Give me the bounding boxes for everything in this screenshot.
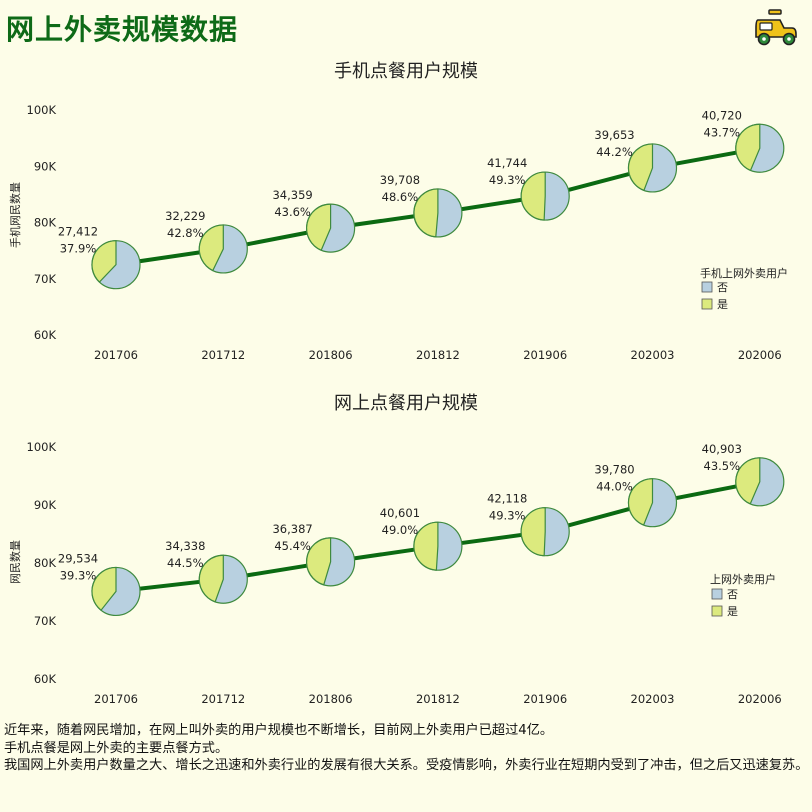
percent-label: 37.9% [60,242,97,256]
x-tick-label: 201806 [309,692,353,706]
note-line: 手机点餐是网上外卖的主要点餐方式。 [4,740,229,756]
value-label: 39,708 [380,173,420,187]
percent-label: 49.0% [382,523,419,537]
percent-label: 43.6% [274,205,311,219]
value-label: 40,903 [702,442,742,456]
note-line: 近年来，随着网民增加，在网上叫外卖的用户规模也不断增长，目前网上外卖用户已超过4… [4,723,554,738]
legend-swatch-no [701,281,713,293]
pie-slice-yes [413,188,439,238]
value-label: 34,359 [272,188,312,202]
percent-label: 39.3% [60,568,97,582]
pie-slice-yes [627,478,654,526]
pie-slice-yes [520,507,546,557]
pie-slice-yes [413,521,439,571]
legend-label-no: 否 [727,588,738,601]
legend-swatch-no [711,588,723,600]
pie-slice-yes [198,554,224,603]
pie-slice-yes [735,457,761,505]
x-tick-label: 202006 [738,692,782,706]
x-tick-label: 201906 [523,348,567,362]
x-ticks: 201706 201712 201806 201812 201906 202003 2020… [94,692,782,706]
x-ticks: 201706 201712 201806 201812 201906 202003 2020… [94,348,782,362]
legend: 手机上网外卖用户 否 是 [700,266,788,311]
y-tick-label: 80K [34,216,57,230]
percent-label: 44.2% [596,145,633,159]
percent-label: 42.8% [167,226,204,240]
x-tick-label: 201812 [416,348,460,362]
x-tick-label: 201706 [94,692,138,706]
value-label: 36,387 [272,522,312,536]
x-tick-label: 201812 [416,692,460,706]
y-ticks: 60K 70K 80K 90K 100K [27,103,57,342]
percent-label: 49.3% [489,509,526,523]
pie-slice-yes [91,566,117,612]
value-label: 42,118 [487,492,527,506]
pie-slice-yes [627,143,654,192]
notes: 近年来，随着网民增加，在网上叫外卖的用户规模也不断增长，目前网上外卖用户已超过4… [4,722,810,775]
pie-slice-yes [91,240,117,283]
value-label: 39,780 [594,463,634,477]
y-axis-label: 网民数量 [9,540,22,584]
y-tick-label: 70K [34,272,57,286]
chart-title: 手机点餐用户规模 [334,61,478,82]
y-tick-label: 100K [27,440,57,454]
x-tick-label: 201712 [201,692,245,706]
percent-label: 49.3% [489,173,526,187]
note-line: 我国网上外卖用户数量之大、增长之迅速和外卖行业的发展有很大关系。受疫情影响，外卖… [4,758,809,773]
percent-label: 48.6% [382,190,419,204]
x-tick-label: 201712 [201,348,245,362]
y-ticks: 60K 70K 80K 90K 100K [27,440,57,686]
data-labels: 29,534 39.3% 34,338 44.5% 36,387 45.4% 40,601 4… [58,442,742,583]
percent-label: 43.5% [704,459,741,473]
legend-label-yes: 是 [717,298,728,311]
value-label: 40,720 [702,108,742,122]
y-tick-label: 60K [34,672,57,686]
percent-label: 44.0% [596,480,633,494]
x-tick-label: 202003 [631,348,675,362]
value-label: 39,653 [594,128,634,142]
x-tick-label: 202006 [738,348,782,362]
x-tick-label: 201806 [309,348,353,362]
value-label: 32,229 [165,209,205,223]
y-tick-label: 90K [34,498,57,512]
y-tick-label: 90K [34,159,57,173]
legend-label-no: 否 [717,281,728,294]
percent-label: 45.4% [274,539,311,553]
value-label: 27,412 [58,225,98,239]
legend-title: 手机上网外卖用户 [700,266,788,280]
percent-label: 44.5% [167,556,204,570]
x-tick-label: 201906 [523,692,567,706]
y-tick-label: 80K [34,556,57,570]
percent-label: 43.7% [704,125,741,139]
scooter-icon [755,9,797,46]
pie-markers [91,457,785,617]
y-tick-label: 70K [34,614,57,628]
y-axis-label: 手机网民数量 [8,182,22,248]
legend-swatch-yes [701,298,713,310]
data-labels: 27,412 37.9% 32,229 42.8% 34,359 43.6% 39,708 4… [58,108,742,255]
x-tick-label: 201706 [94,348,138,362]
y-tick-label: 100K [27,103,57,117]
pie-slice-yes [735,123,761,172]
pie-slice-yes [198,224,224,272]
value-label: 41,744 [487,156,527,170]
pie-slice-yes [520,171,546,221]
pie-slice-yes [306,537,332,586]
value-label: 40,601 [380,506,420,520]
page-title: 网上外卖规模数据 [6,13,239,46]
y-tick-label: 60K [34,328,57,342]
pie-slice-yes [306,203,332,251]
value-label: 34,338 [165,539,205,553]
legend: 上网外卖用户 否 是 [710,572,776,618]
legend-title: 上网外卖用户 [710,572,776,586]
chart-title: 网上点餐用户规模 [334,393,478,414]
legend-swatch-yes [711,605,723,617]
x-tick-label: 202003 [631,692,675,706]
legend-label-yes: 是 [727,605,738,618]
value-label: 29,534 [58,551,98,565]
pie-markers [91,123,785,290]
